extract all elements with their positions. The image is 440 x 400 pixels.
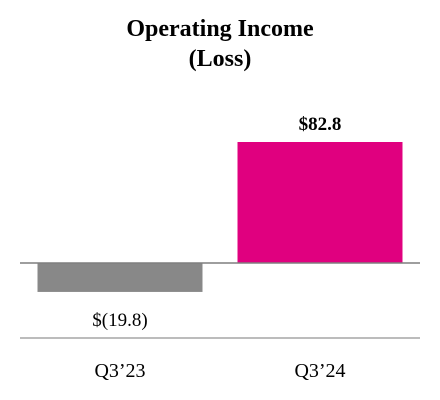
x-tick-label-q3-23: Q3’23 bbox=[94, 360, 145, 382]
bar-q3-23 bbox=[37, 263, 203, 292]
chart-title: Operating Income (Loss) bbox=[0, 14, 440, 74]
data-label-q3-24: $82.8 bbox=[299, 114, 342, 135]
bar-q3-24 bbox=[237, 142, 403, 263]
data-label-q3-23: $(19.8) bbox=[92, 310, 147, 331]
chart-title-line-2: (Loss) bbox=[188, 46, 252, 72]
chart-title-line-1: Operating Income bbox=[126, 16, 314, 42]
x-tick-label-q3-24: Q3’24 bbox=[294, 360, 345, 382]
